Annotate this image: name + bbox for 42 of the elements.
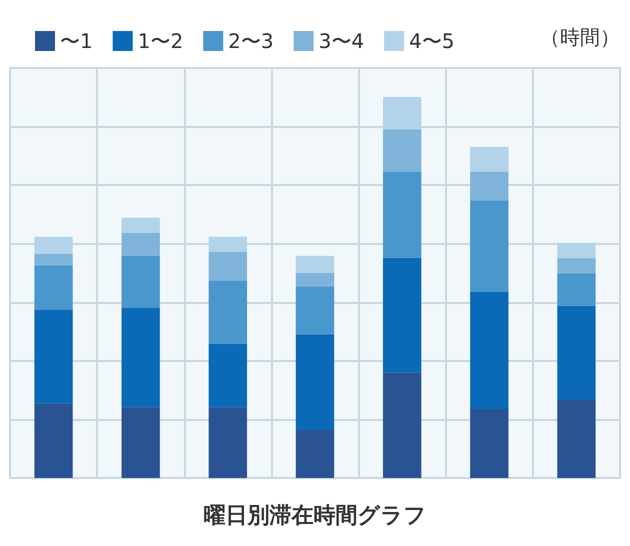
bar [557,306,596,400]
bar [557,273,596,306]
bar [34,310,73,404]
bar [557,242,596,258]
bar [122,407,160,478]
bar [34,403,73,478]
bar [470,146,508,172]
bar [296,273,334,286]
bar [122,232,160,256]
bar [296,256,334,273]
bar [382,129,422,172]
bar [208,344,248,408]
bar [382,96,422,130]
bar [122,308,160,408]
bar [122,218,160,233]
bar [382,172,422,258]
legend-label: 3〜4 [318,29,364,53]
bar [34,265,73,310]
legend-label: 1〜2 [138,29,184,53]
text: 曜日別滞在時間グラフ [204,504,426,528]
legend-label: 〜1 [60,29,93,53]
legend-label: 4〜5 [409,29,455,53]
bar [296,286,334,334]
legend-label: 2〜3 [228,29,274,53]
bar [208,407,248,478]
bar [557,400,596,478]
bar [470,292,508,410]
legend-title: （時間） [540,25,620,49]
bar [382,258,422,373]
bar [382,372,422,478]
bar [470,172,508,200]
bar [557,258,596,274]
bar [34,254,73,266]
bar [296,334,334,430]
bar [296,430,334,478]
bar [470,200,508,292]
bar [208,252,248,281]
bar [34,236,73,254]
bar [122,256,160,308]
bar [208,280,248,344]
bar [470,409,508,478]
bar [208,236,248,252]
